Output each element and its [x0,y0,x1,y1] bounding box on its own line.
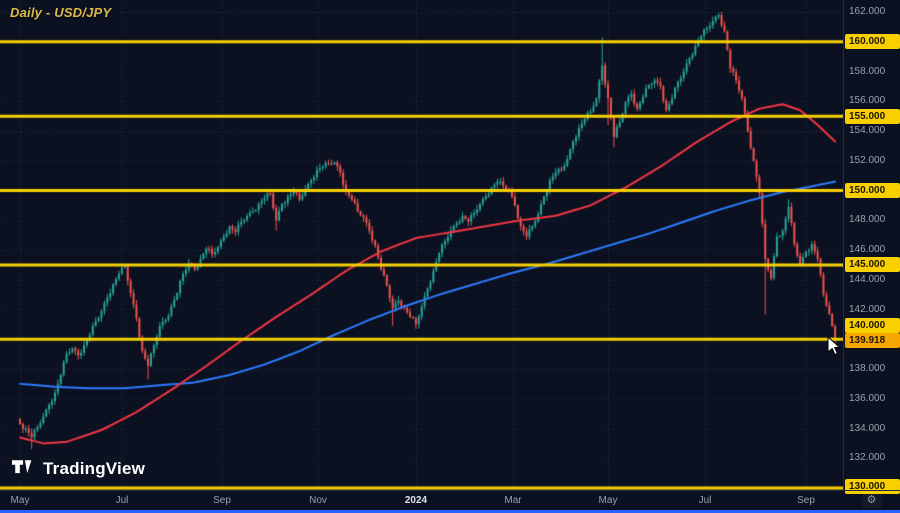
time-tick-label: 2024 [404,495,428,506]
price-tick-label: 156.000 [849,95,886,107]
price-tick-label: 158.000 [849,65,886,77]
price-tick-label: 136.000 [849,392,886,404]
time-tick-label: May [10,495,30,506]
tradingview-logo[interactable]: TradingView [12,458,145,479]
time-tick-label: Sep [797,495,815,506]
price-tick-label: 142.000 [849,303,886,315]
price-tick-label: 154.000 [849,125,886,136]
price-level-label: 145.000 [845,257,900,273]
price-tick-label: 144.000 [849,273,886,285]
price-tick-label: 152.000 [849,154,886,166]
price-level-label: 155.000 [845,108,900,124]
tradingview-logo-text: TradingView [43,458,146,478]
price-tick-label: 134.000 [849,422,886,434]
price-tick-label: 132.000 [849,452,886,464]
time-tick-label: Sep [213,495,231,506]
gear-icon[interactable]: ⚙ [861,493,882,508]
chart-canvas[interactable] [0,0,843,490]
price-tick-label: 146.000 [849,244,886,255]
tradingview-logo-icon [12,460,32,474]
price-tick-label: 138.000 [849,363,886,374]
time-tick-label: Mar [504,495,522,506]
price-level-label: 140.000 [845,317,900,333]
axis-corner: ⚙ [843,490,900,511]
current-price-label: 139.918 [845,333,900,348]
price-level-label: 130.000 [845,478,900,494]
price-axis[interactable]: 139.918 162.000 158.000 156.000 154.000 152.… [843,0,900,494]
mouse-cursor-icon [827,336,841,356]
price-level-label: 160.000 [845,34,900,50]
price-level-label: 150.000 [845,183,900,198]
time-axis[interactable]: May Jul Sep Nov 2024 Mar May Jul Sep [0,490,900,512]
price-tick-label: 162.000 [849,6,886,17]
time-tick-label: Jul [698,495,712,506]
bottom-edge-strip [0,510,900,513]
time-tick-label: Nov [309,495,327,506]
price-tick-label: 148.000 [849,214,886,226]
time-tick-label: May [598,495,618,506]
chart-title: Daily - USD/JPY [10,5,112,20]
chart-area[interactable]: Daily - USD/JPY TradingView [0,0,843,490]
time-tick-label: Jul [115,495,129,506]
